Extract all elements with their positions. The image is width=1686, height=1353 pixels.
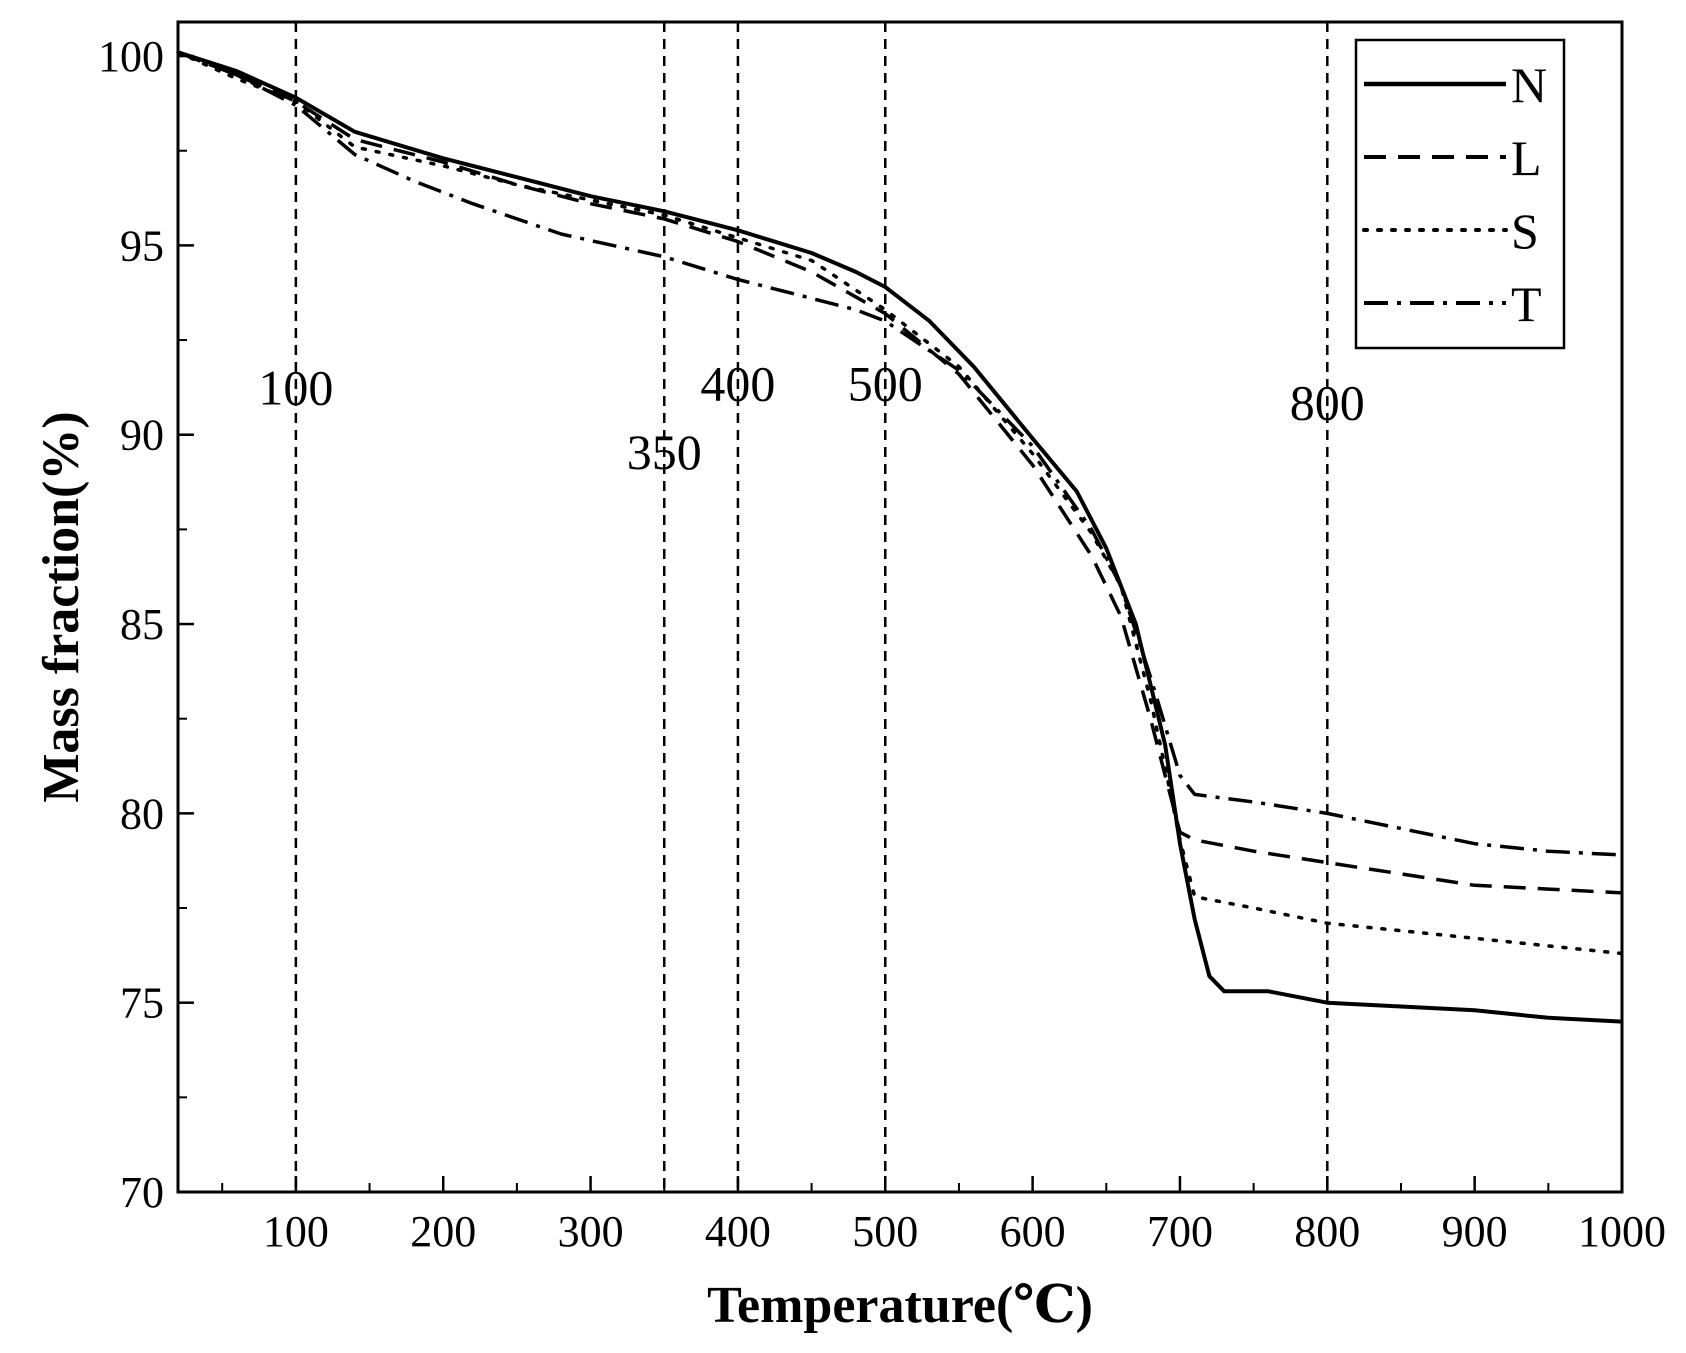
y-tick-label: 75 [120,979,164,1028]
x-tick-label: 700 [1147,1207,1213,1256]
reference-line-label: 350 [627,424,702,480]
x-axis-title: Temperature(℃) [707,1277,1093,1334]
plot-frame [176,20,1624,1194]
axes: 100 200 300 400 500 600 700 800 900 1000 70 75 80 85 9… [98,20,1666,1256]
y-axis-title: Mass fraction(%) [33,411,90,802]
x-tick-label: 500 [852,1207,918,1256]
reference-line-label: 800 [1290,375,1365,431]
legend-box [1354,38,1566,350]
x-tick-label: 800 [1294,1207,1360,1256]
legend-label-L: L [1511,130,1542,186]
series-line-T [177,50,1623,857]
y-tick-label: 100 [98,32,164,81]
x-tick-label: 600 [1000,1207,1066,1256]
series-layer [176,50,1624,1024]
reference-lines [294,22,1329,1192]
x-tick-label: 200 [410,1207,476,1256]
y-tick-label: 85 [120,600,164,649]
series-line-N [177,50,1623,1024]
y-tick-label: 70 [120,1168,164,1217]
annotations: 100 350 400 500 800 [258,356,1364,480]
x-tick-label: 100 [263,1207,329,1256]
reference-line-label: 500 [848,356,923,412]
legend-label-T: T [1511,276,1542,332]
series-line-L [177,50,1623,895]
x-tick-label: 900 [1442,1207,1508,1256]
legend-label-N: N [1511,57,1547,113]
legend-label-S: S [1511,203,1539,259]
reference-line-label: 400 [700,356,775,412]
y-tick-label: 80 [120,789,164,838]
y-tick-label: 95 [120,221,164,270]
series-line-S [176,50,1624,956]
y-tick-label: 90 [120,411,164,460]
x-tick-label: 400 [705,1207,771,1256]
reference-line-label: 100 [258,359,333,415]
x-tick-label: 300 [558,1207,624,1256]
x-tick-label: 1000 [1578,1207,1666,1256]
